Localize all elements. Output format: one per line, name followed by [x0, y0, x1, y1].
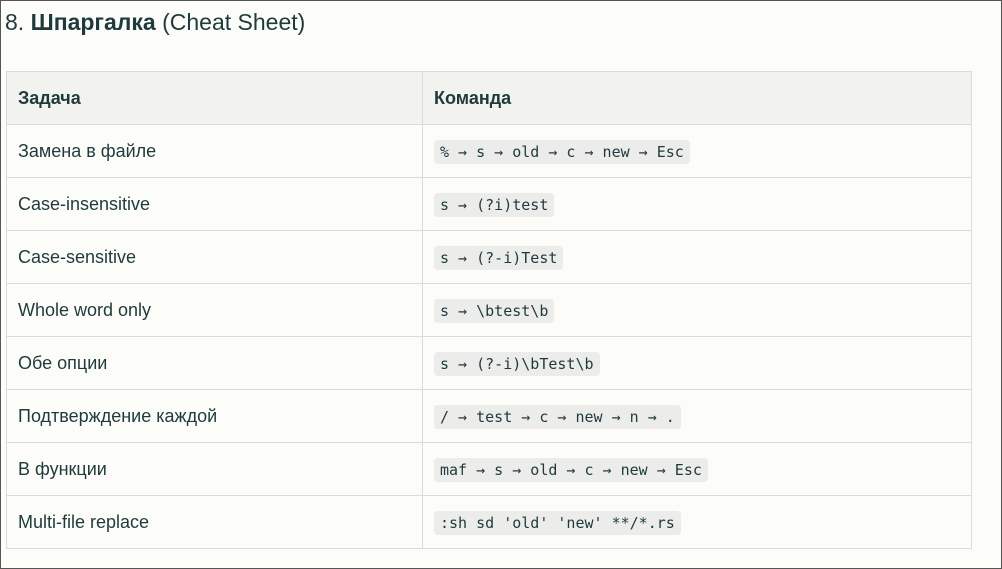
command-cell: % → s → old → c → new → Esc: [422, 124, 972, 178]
command-code: / → test → c → new → n → .: [434, 404, 681, 429]
task-cell: Обе опции: [6, 336, 423, 390]
command-cell: :sh sd 'old' 'new' **/*.rs: [422, 495, 972, 549]
command-code: % → s → old → c → new → Esc: [434, 139, 690, 164]
command-code: maf → s → old → c → new → Esc: [434, 457, 708, 482]
command-cell: s → (?-i)Test: [422, 230, 972, 284]
heading: 8. Шпаргалка (Cheat Sheet): [5, 9, 305, 36]
header-row: Задача Команда: [6, 71, 972, 125]
table-row: Замена в файле % → s → old → c → new → Es…: [6, 124, 972, 178]
command-cell: s → (?i)test: [422, 177, 972, 231]
heading-title: Шпаргалка: [30, 9, 156, 35]
command-cell: s → (?-i)\bTest\b: [422, 336, 972, 390]
task-cell: Multi-file replace: [6, 495, 423, 549]
table-row: Case-insensitive s → (?i)test: [6, 177, 972, 231]
task-cell: Замена в файле: [6, 124, 423, 178]
command-cell: s → \btest\b: [422, 283, 972, 337]
task-cell: Whole word only: [6, 283, 423, 337]
task-cell: Подтверждение каждой: [6, 389, 423, 443]
command-code: s → \btest\b: [434, 298, 555, 323]
table-row: Case-sensitive s → (?-i)Test: [6, 230, 972, 284]
table: Задача Команда Замена в файле % → s → old…: [6, 71, 972, 549]
command-cell: maf → s → old → c → new → Esc: [422, 442, 972, 496]
table-row: Whole word only s → \btest\b: [6, 283, 972, 337]
command-code: s → (?i)test: [434, 192, 555, 217]
heading-subtitle: (Cheat Sheet): [162, 9, 306, 35]
task-cell: В функции: [6, 442, 423, 496]
table-row: Multi-file replace :sh sd 'old' 'new' **/…: [6, 495, 972, 549]
table-row: Подтверждение каждой / → test → c → new →…: [6, 389, 972, 443]
command-cell: / → test → c → new → n → .: [422, 389, 972, 443]
command-code: s → (?-i)Test: [434, 245, 564, 270]
table-row: Обе опции s → (?-i)\bTest\b: [6, 336, 972, 390]
table-row: В функции maf → s → old → c → new → Esc: [6, 442, 972, 496]
header-cell: Команда: [422, 71, 972, 125]
task-cell: Case-insensitive: [6, 177, 423, 231]
heading-number: 8.: [5, 9, 25, 35]
header-cell: Задача: [6, 71, 423, 125]
command-code: s → (?-i)\bTest\b: [434, 351, 600, 376]
task-cell: Case-sensitive: [6, 230, 423, 284]
command-code: :sh sd 'old' 'new' **/*.rs: [434, 510, 681, 535]
